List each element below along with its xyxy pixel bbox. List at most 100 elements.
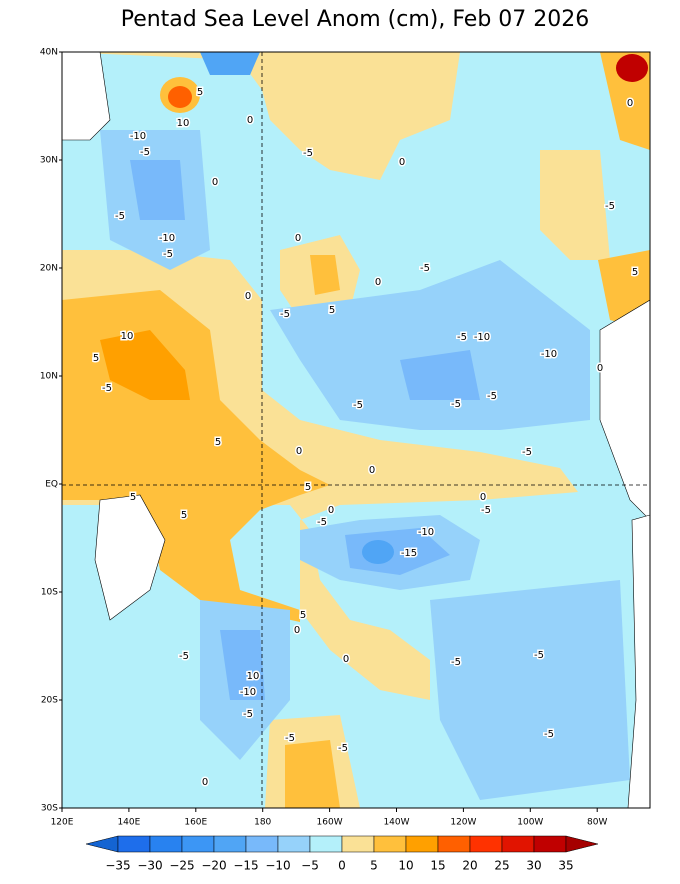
colorbar-label: 20 [462, 859, 477, 873]
colorbar-label: 10 [398, 859, 413, 873]
contour-label: 0 [399, 157, 405, 168]
warm-region [62, 52, 460, 180]
colorbar-label: −20 [201, 859, 226, 873]
contour-label: 5 [181, 510, 187, 521]
colorbar-label: 30 [526, 859, 541, 873]
lon-label: 180 [254, 818, 271, 828]
contour-label: -10 [240, 687, 256, 698]
contour-label: -5 [451, 399, 461, 410]
colorbar: −35 −30 −25 −20 −15 −10 −5 0 5 10 15 20 25 30 35 [85, 835, 599, 873]
contour-label: 0 [627, 98, 633, 109]
cool-region [430, 580, 630, 800]
lon-label: 120W [450, 818, 476, 828]
cool-region [130, 160, 185, 220]
contour-label: 0 [295, 233, 301, 244]
colorbar-label: 0 [338, 859, 346, 873]
colorbar-label: 25 [494, 859, 509, 873]
cool-region [400, 350, 480, 400]
colorbar-segment [501, 835, 535, 853]
colorbar-segment [309, 835, 343, 853]
colorbar-segment [277, 835, 311, 853]
contour-label: 0 [375, 277, 381, 288]
contour-label: 0 [597, 363, 603, 374]
colorbar-label: −15 [233, 859, 258, 873]
contour-label: -5 [481, 505, 491, 516]
colorbar-segment [213, 835, 247, 853]
contour-label: -5 [179, 651, 189, 662]
contour-label: -5 [451, 657, 461, 668]
lat-label: 20N [40, 264, 58, 274]
lat-label: 20S [41, 696, 58, 706]
contour-label: -5 [102, 383, 112, 394]
lon-label: 160E [184, 818, 207, 828]
contour-label: 5 [632, 267, 638, 278]
contour-label: -5 [280, 309, 290, 320]
axis-labels: 40N 30N 20N 10N EQ 10S 20S 30S 120E 140E 160E 180 16… [40, 48, 608, 828]
lat-label: 10N [40, 372, 58, 382]
colorbar-segment [117, 835, 151, 853]
colorbar-label: −25 [169, 859, 194, 873]
colorbar-segment [149, 835, 183, 853]
colorbar-segment [437, 835, 471, 853]
contour-label: -5 [317, 517, 327, 528]
colorbar-label: 5 [370, 859, 378, 873]
map-frame [61, 51, 651, 809]
contour-label: -10 [541, 349, 557, 360]
contour-label: -5 [487, 391, 497, 402]
contour-label: -10 [159, 233, 175, 244]
warm-region [310, 255, 340, 295]
contour-label: -5 [534, 650, 544, 661]
lat-label: 30S [41, 804, 58, 814]
contour-label: -5 [303, 148, 313, 159]
contour-label: 0 [202, 777, 208, 788]
lon-label: 80W [587, 818, 607, 828]
land [599, 299, 650, 521]
lat-label: 10S [41, 588, 58, 598]
contour-label: -5 [163, 249, 173, 260]
lon-label: 100W [517, 818, 543, 828]
warm-region [285, 740, 340, 808]
colorbar-arrow [565, 835, 599, 853]
contour-label: 0 [212, 177, 218, 188]
contour-label: -5 [420, 263, 430, 274]
lon-label: 140E [117, 818, 140, 828]
contour-label: -5 [544, 729, 554, 740]
contour-label: -15 [401, 548, 417, 559]
colorbar-segment [373, 835, 407, 853]
contour-label: 0 [296, 446, 302, 457]
contour-label: 0 [369, 465, 375, 476]
colorbar-label: −5 [301, 859, 319, 873]
contour-label: 10 [121, 331, 134, 342]
colorbar-segment [181, 835, 215, 853]
contour-label: 0 [343, 654, 349, 665]
colorbar-label: −35 [105, 859, 130, 873]
anomaly-field [62, 52, 650, 808]
lat-label: 30N [40, 156, 58, 166]
contour-label: -5 [457, 332, 467, 343]
land [627, 514, 650, 808]
land [62, 52, 111, 141]
contour-label: 5 [197, 87, 203, 98]
contour-label: -10 [418, 527, 434, 538]
warm-region [100, 330, 190, 400]
contour-label: 5 [130, 492, 136, 503]
contour-label: -5 [285, 733, 295, 744]
contour-label: -5 [522, 447, 532, 458]
contour-label: 5 [93, 353, 99, 364]
colorbar-segment [469, 835, 503, 853]
contour-label: 5 [329, 305, 335, 316]
contour-label: -5 [115, 211, 125, 222]
cool-region [345, 528, 450, 575]
cool-region [362, 540, 394, 564]
contour-label: 0 [480, 492, 486, 503]
cool-region [220, 630, 265, 700]
colorbar-label: 15 [430, 859, 445, 873]
lon-label: 120E [51, 818, 74, 828]
lat-label: EQ [45, 480, 58, 490]
colorbar-segment [341, 835, 375, 853]
colorbar-label: −10 [265, 859, 290, 873]
contour-label: -5 [353, 400, 363, 411]
contour-label: 0 [328, 505, 334, 516]
map-title: Pentad Sea Level Anom (cm), Feb 07 2026 [121, 7, 590, 32]
